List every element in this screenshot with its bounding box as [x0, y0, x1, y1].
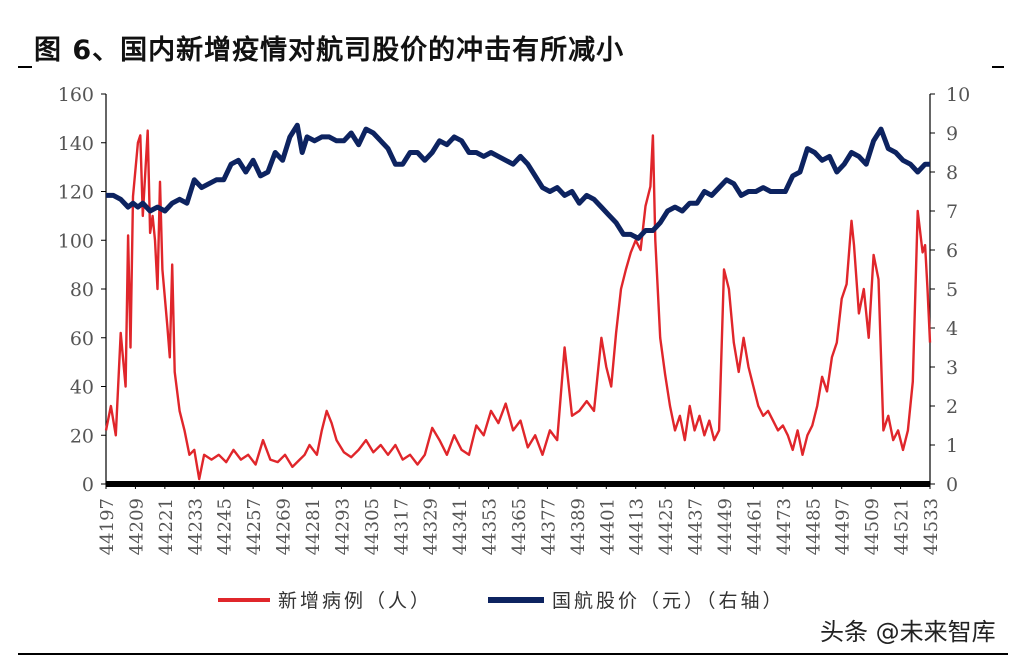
x-tick-label: 44257	[244, 498, 265, 555]
y-right-tick-label: 6	[946, 240, 958, 262]
x-tick-label: 44365	[509, 498, 530, 555]
legend-swatch-cases	[218, 598, 270, 602]
x-tick-label: 44377	[538, 498, 559, 555]
y-left-tick-label: 120	[58, 182, 94, 204]
x-tick-label: 44209	[126, 498, 147, 555]
title-rule-left	[18, 66, 32, 68]
x-tick-label: 44341	[450, 498, 471, 555]
x-tick-label: 44437	[686, 498, 707, 555]
x-tick-label: 44485	[803, 498, 824, 555]
y-left-tick-label: 100	[58, 230, 94, 252]
legend-label-cases: 新增病例（人）	[278, 590, 433, 612]
x-tick-label: 44245	[215, 498, 236, 555]
x-tick-label: 44521	[892, 498, 913, 555]
x-tick-label: 44497	[833, 498, 854, 555]
y-right-tick-label: 8	[946, 162, 958, 184]
x-tick-label: 44317	[391, 498, 412, 555]
y-right-tick-label: 3	[946, 357, 958, 379]
x-tick-label: 44461	[744, 498, 765, 555]
series-line-stock-price	[106, 122, 930, 241]
x-tick-label: 44197	[97, 498, 118, 555]
x-tick-label: 44221	[156, 498, 177, 555]
x-tick-label: 44425	[656, 498, 677, 555]
x-tick-label: 44401	[597, 498, 618, 555]
legend-label-stock-price: 国航股价（元）（右轴）	[552, 590, 785, 612]
y-left-tick-label: 0	[82, 474, 94, 496]
title-rule-right	[992, 66, 1004, 68]
x-tick-label: 44509	[862, 498, 883, 555]
chart-title: 图 6、国内新增疫情对航司股价的冲击有所减小	[34, 35, 625, 66]
y-right-tick-label: 7	[946, 201, 958, 223]
legend-swatch-stock-price	[488, 597, 544, 603]
footer-rule	[18, 653, 1008, 655]
x-tick-label: 44389	[568, 498, 589, 555]
x-tick-label: 44533	[921, 498, 942, 555]
y-right-tick-label: 0	[946, 474, 958, 496]
y-left-tick-label: 40	[70, 377, 94, 399]
x-tick-label: 44281	[303, 498, 324, 555]
y-right-tick-label: 10	[946, 84, 970, 106]
x-tick-label: 44329	[421, 498, 442, 555]
x-tick-label: 44269	[274, 498, 295, 555]
watermark: 头条 @未来智库	[820, 618, 996, 646]
y-right-tick-label: 9	[946, 123, 958, 145]
x-tick-label: 44233	[185, 498, 206, 555]
y-right-tick-label: 5	[946, 279, 958, 301]
series-line-new-cases	[104, 129, 932, 481]
y-right-tick-label: 2	[946, 396, 958, 418]
y-left-tick-label: 140	[58, 133, 94, 155]
x-tick-label: 44449	[715, 498, 736, 555]
x-tick-label: 44473	[774, 498, 795, 555]
x-tick-label: 44413	[627, 498, 648, 555]
y-left-tick-label: 80	[70, 279, 94, 301]
y-left-tick-label: 20	[70, 425, 94, 447]
y-right-tick-label: 1	[946, 435, 958, 457]
x-tick-label: 44305	[362, 498, 383, 555]
y-left-tick-label: 160	[58, 84, 94, 106]
x-tick-label: 44293	[332, 498, 353, 555]
y-left-tick-label: 60	[70, 328, 94, 350]
x-tick-label: 44353	[480, 498, 501, 555]
y-right-tick-label: 4	[946, 318, 958, 340]
